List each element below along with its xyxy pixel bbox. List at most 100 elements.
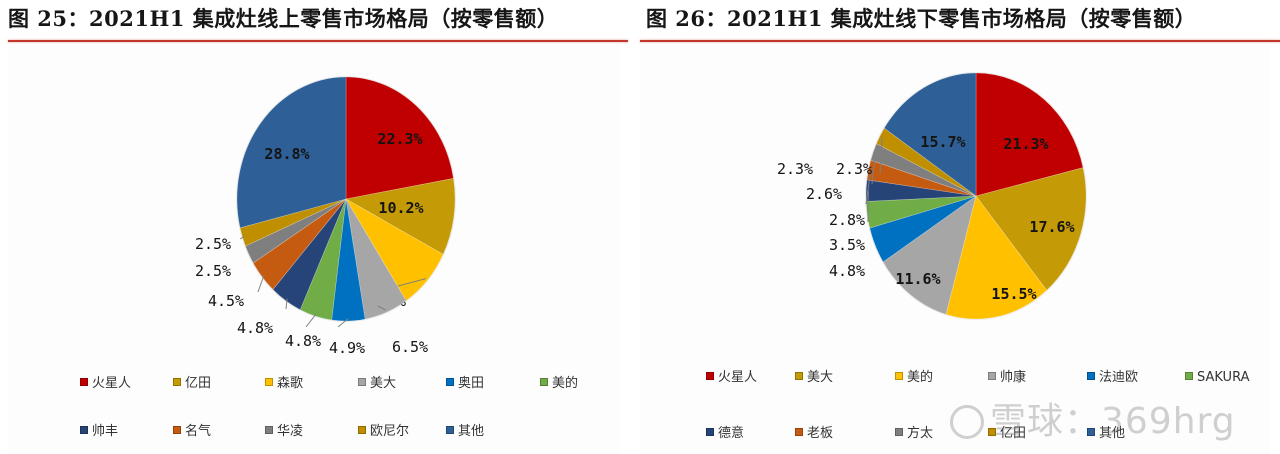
leader-line	[337, 318, 349, 328]
legend-label: 亿田	[185, 376, 212, 391]
snowball-logo-icon	[950, 405, 984, 439]
slice-label: 4.8%	[285, 332, 321, 350]
legend-swatch	[173, 426, 181, 434]
legend-offline: 火星人 美大 美的 帅康 法迪欧 SAKURA 德意 老板 方太 亿田 其他	[640, 44, 1270, 454]
legend-item: 其他	[446, 423, 484, 441]
slice-label: 28.8%	[264, 145, 309, 163]
legend-label: 美大	[370, 376, 397, 391]
pie-slice-美的	[945, 195, 1048, 320]
pie-slice-美大	[975, 167, 1087, 291]
legend-item: 美大	[358, 375, 396, 393]
slice-label: 4.9%	[329, 339, 365, 357]
watermark: 雪球：369hrg	[950, 392, 1236, 444]
legend-swatch	[706, 372, 714, 380]
legend-label: 火星人	[718, 370, 758, 385]
pie-slice-其他	[883, 72, 977, 197]
legend-item: 欧尼尔	[358, 423, 409, 441]
legend-swatch	[895, 372, 903, 380]
pie-slice-名气	[252, 198, 347, 290]
leader-line	[377, 305, 386, 311]
legend-label: 华凌	[277, 424, 304, 439]
slice-label: 11.6%	[895, 270, 940, 288]
pie-slice-法迪欧	[869, 195, 977, 263]
legend-label: 美的	[907, 370, 934, 385]
slice-label: 4.8%	[829, 262, 865, 280]
title-divider-right	[640, 40, 1280, 42]
leader-line	[305, 313, 317, 328]
legend-swatch	[988, 372, 996, 380]
slice-label: 3.5%	[829, 236, 865, 254]
legend-item: 帅康	[988, 369, 1026, 387]
pie-slice-其他	[236, 76, 347, 229]
legend-label: SAKURA	[1197, 370, 1250, 385]
watermark-text: 雪球：369hrg	[990, 401, 1236, 442]
offline-retail-pie-chart: 21.3% 17.6% 15.5% 11.6% 4.8% 3.5% 2.8% 2.6% 2.3%…	[640, 44, 1270, 454]
legend-label: 美的	[552, 376, 579, 391]
pie-slice-森歌	[345, 198, 444, 302]
legend-swatch	[1185, 372, 1193, 380]
legend-swatch	[446, 378, 454, 386]
legend-item: 法迪欧	[1087, 369, 1138, 387]
pie-slice-老板	[866, 159, 977, 197]
legend-item: 方太	[895, 425, 933, 443]
legend-label: 方太	[907, 426, 934, 441]
legend-label: 其他	[458, 424, 485, 439]
legend-swatch	[895, 428, 903, 436]
pie-slice-火星人	[345, 76, 454, 200]
legend-swatch	[358, 426, 366, 434]
slice-label: 2.3%	[777, 160, 813, 178]
leader-line	[285, 298, 288, 310]
legend-label: 美大	[807, 370, 834, 385]
legend-item: SAKURA	[1185, 369, 1249, 387]
leader-line	[865, 170, 872, 205]
legend-swatch	[265, 426, 273, 434]
legend-item: 火星人	[80, 375, 131, 393]
legend-swatch	[446, 426, 454, 434]
slice-label: 2.3%	[836, 160, 872, 178]
legend-swatch	[706, 428, 714, 436]
legend-item: 其他	[1087, 425, 1125, 443]
legend-swatch	[795, 372, 803, 380]
slice-label: 2.8%	[829, 211, 865, 229]
legend-swatch	[1087, 372, 1095, 380]
legend-label: 森歌	[277, 376, 304, 391]
slice-label: 4.8%	[237, 319, 273, 337]
legend-swatch	[795, 428, 803, 436]
legend-online: 火星人 亿田 森歌 美大 奥田 美的 帅丰 名气 华凌 欧尼尔 其他	[8, 44, 620, 454]
slice-label: 17.6%	[1029, 218, 1074, 236]
title-divider-left	[8, 40, 628, 42]
legend-swatch	[540, 378, 548, 386]
slice-label: 15.5%	[991, 285, 1036, 303]
legend-swatch	[173, 378, 181, 386]
legend-label: 老板	[807, 426, 834, 441]
leader-line	[879, 136, 883, 175]
slice-label: 4.5%	[208, 292, 244, 310]
slice-label: 21.3%	[1003, 135, 1048, 153]
legend-item: 美的	[540, 375, 578, 393]
legend-item: 老板	[795, 425, 833, 443]
pie-slice-美大	[345, 198, 407, 320]
legend-item: 名气	[173, 423, 211, 441]
leader-line	[239, 235, 245, 240]
figure-26-title: 图 26：2021H1 集成灶线下零售市场格局（按零售额）	[646, 6, 1197, 31]
legend-label: 帅丰	[92, 424, 119, 439]
leader-line	[247, 248, 252, 254]
legend-item: 美大	[795, 369, 833, 387]
legend-item: 美的	[895, 369, 933, 387]
pie-offline: 21.3% 17.6% 15.5% 11.6% 4.8% 3.5% 2.8% 2.6% 2.3%…	[777, 72, 1087, 320]
pie-slice-帅丰	[272, 198, 347, 311]
leader-line	[257, 275, 265, 293]
slice-label: 2.5%	[195, 235, 231, 253]
pie-slice-帅康	[882, 195, 977, 315]
legend-label: 德意	[718, 426, 745, 441]
legend-label: 名气	[185, 424, 212, 439]
pie-slice-美的	[299, 198, 347, 321]
slice-label: 2.6%	[806, 185, 842, 203]
legend-item: 亿田	[988, 425, 1026, 443]
slice-label: 2.5%	[195, 262, 231, 280]
legend-swatch	[1087, 428, 1095, 436]
legend-swatch	[80, 378, 88, 386]
pie-slice-亿田	[345, 178, 456, 255]
slice-label: 15.7%	[920, 133, 965, 151]
legend-swatch	[358, 378, 366, 386]
